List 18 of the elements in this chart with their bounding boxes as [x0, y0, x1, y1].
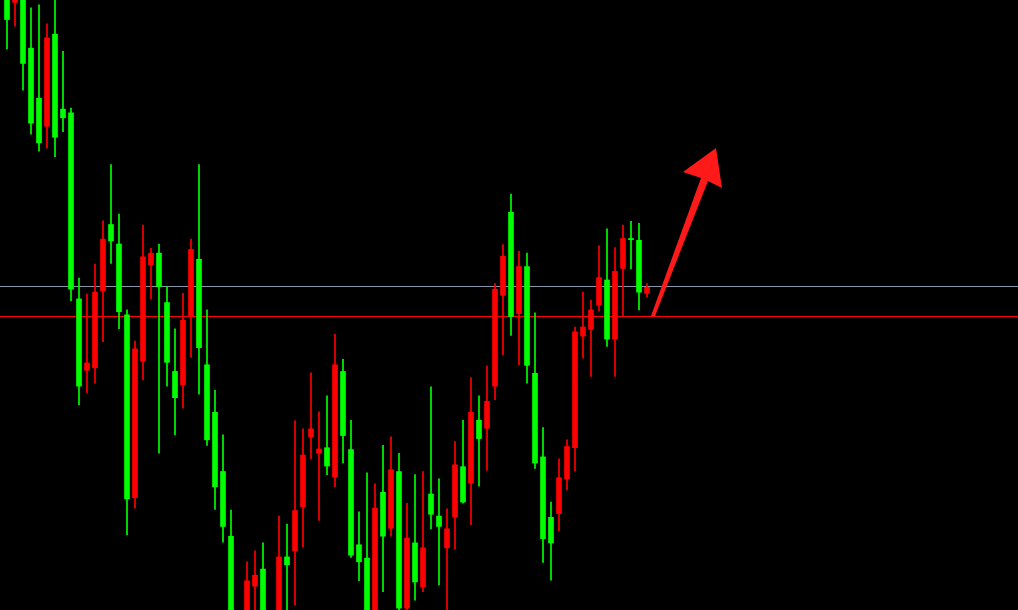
candlestick [172, 328, 178, 436]
candlestick [156, 243, 162, 454]
candlestick [428, 386, 434, 530]
candlestick [252, 550, 258, 610]
candlestick [628, 221, 634, 270]
candlestick [60, 50, 66, 133]
candlestick [284, 523, 290, 610]
candlestick [324, 395, 330, 475]
candlestick [108, 164, 114, 264]
candlestick [316, 411, 322, 521]
candlestick [356, 511, 362, 582]
candlestick [444, 508, 450, 610]
candlestick [148, 247, 154, 300]
candlestick [308, 372, 314, 460]
candlestick [436, 478, 442, 586]
candlestick [292, 420, 298, 606]
candlestick [476, 395, 482, 487]
candlestick [12, 0, 18, 27]
